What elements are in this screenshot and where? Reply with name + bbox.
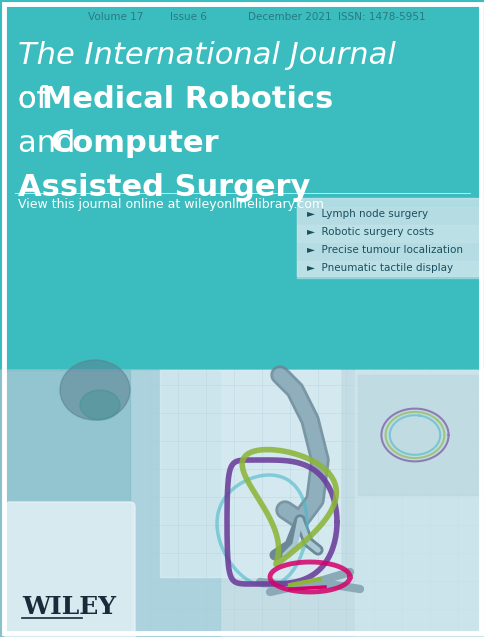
Bar [0, 0, 484, 370]
Text: ►  Pneumatic tactile display: ► Pneumatic tactile display [306, 263, 452, 273]
Bar [296, 207, 481, 224]
Text: ►  Lymph node surgery: ► Lymph node surgery [306, 209, 427, 219]
Text: Computer: Computer [51, 129, 219, 158]
Bar [354, 370, 484, 637]
Text: December 2021: December 2021 [247, 12, 331, 22]
Text: and: and [18, 129, 85, 158]
Text: of: of [18, 85, 57, 114]
Ellipse shape [60, 360, 130, 420]
Text: WILEY: WILEY [22, 595, 116, 619]
Text: ►  Robotic surgery costs: ► Robotic surgery costs [306, 227, 433, 237]
Bar [357, 375, 482, 495]
Text: Volume 17: Volume 17 [88, 12, 143, 22]
Bar [296, 243, 481, 260]
Ellipse shape [80, 390, 120, 420]
Text: Medical Robotics: Medical Robotics [42, 85, 333, 114]
Bar [296, 198, 481, 276]
Bar [0, 370, 484, 637]
Text: Assisted Surgery: Assisted Surgery [18, 173, 310, 202]
Text: Issue 6: Issue 6 [170, 12, 207, 22]
Text: ►  Precise tumour localization: ► Precise tumour localization [306, 245, 462, 255]
Bar [296, 225, 481, 242]
Bar [160, 370, 339, 577]
Bar [296, 261, 481, 278]
Text: ISSN: 1478-5951: ISSN: 1478-5951 [337, 12, 425, 22]
Text: The International Journal: The International Journal [18, 41, 395, 70]
Bar [0, 370, 130, 637]
FancyBboxPatch shape [5, 502, 135, 637]
Text: View this journal online at wileyonlinelibrary.com: View this journal online at wileyonlinel… [18, 198, 323, 211]
Text: of: of [18, 85, 57, 114]
Bar [0, 370, 220, 637]
Bar [0, 370, 484, 637]
